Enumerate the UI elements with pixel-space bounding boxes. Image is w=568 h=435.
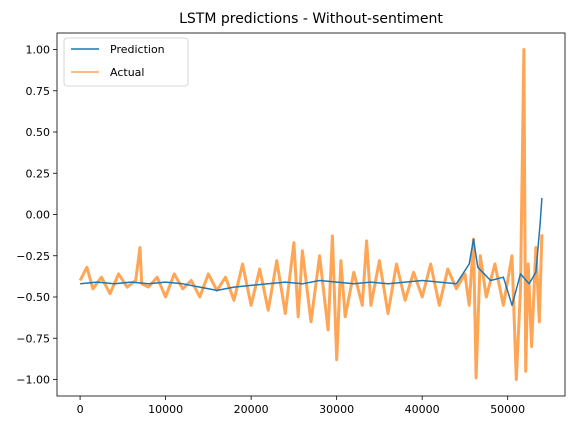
x-tick-label: 20000 [234,403,269,416]
x-tick-label: 30000 [319,403,354,416]
legend-label-prediction: Prediction [110,43,165,56]
plot-area [78,48,544,381]
legend-box [63,37,189,87]
y-tick-label: −0.25 [16,250,50,263]
x-tick-label: 40000 [405,403,440,416]
y-tick-label: 0.00 [26,209,51,222]
x-tick-label: 50000 [490,403,525,416]
x-axis: 0 10000 20000 30000 40000 50000 [77,396,525,416]
x-tick-label: 0 [77,403,84,416]
y-tick-label: 0.75 [26,85,51,98]
legend-label-actual: Actual [110,66,144,79]
legend: Prediction Actual [63,37,189,87]
chart-title: LSTM predictions - Without-sentiment [179,11,443,27]
y-tick-label: 0.50 [26,126,51,139]
series-line-actual [78,48,544,381]
y-tick-label: −1.00 [16,374,50,387]
y-tick-label: 0.25 [26,167,51,180]
y-tick-label: −0.50 [16,291,50,304]
y-axis: −1.00 −0.75 −0.50 −0.25 0.00 0.25 0.50 0.75 1.00 [16,44,57,387]
y-tick-label: −0.75 [16,332,50,345]
x-tick-label: 10000 [148,403,183,416]
y-tick-label: 1.00 [26,44,51,57]
series-line-prediction [80,197,543,307]
